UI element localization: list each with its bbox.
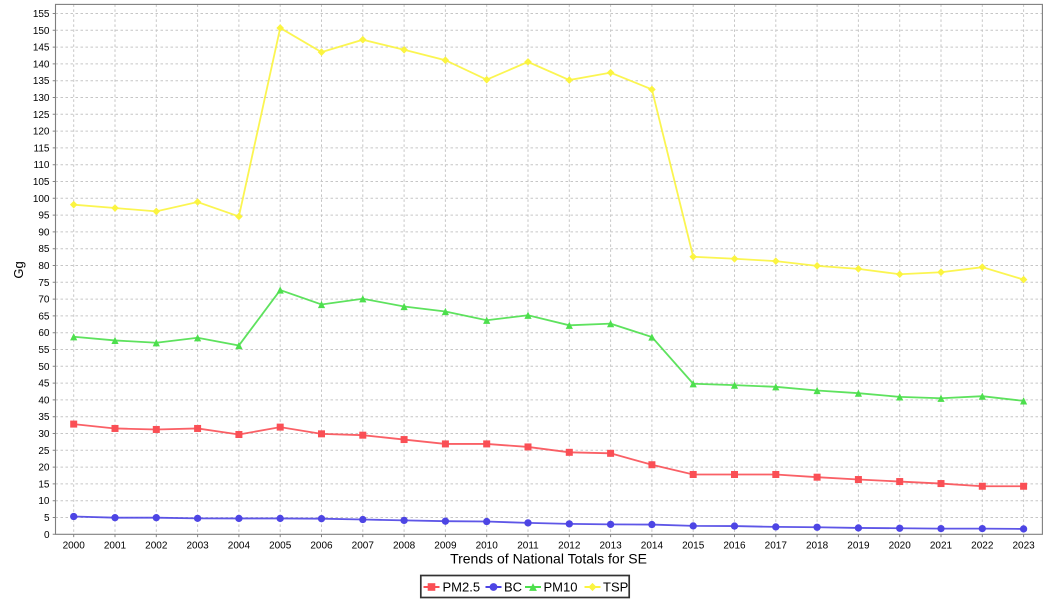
svg-text:2005: 2005 <box>269 541 292 552</box>
svg-text:30: 30 <box>38 429 50 440</box>
svg-text:0: 0 <box>44 530 50 541</box>
svg-text:2023: 2023 <box>1012 541 1035 552</box>
svg-text:80: 80 <box>38 261 50 272</box>
svg-text:2014: 2014 <box>641 541 664 552</box>
svg-text:Trends of National Totals for: Trends of National Totals for SE <box>450 551 647 567</box>
svg-text:2018: 2018 <box>806 541 829 552</box>
svg-text:95: 95 <box>38 211 50 222</box>
svg-text:125: 125 <box>33 110 50 121</box>
svg-text:2017: 2017 <box>765 541 788 552</box>
svg-text:60: 60 <box>38 328 50 339</box>
svg-text:5: 5 <box>44 513 50 524</box>
svg-text:2015: 2015 <box>682 541 705 552</box>
svg-text:PM10: PM10 <box>544 580 578 595</box>
svg-text:110: 110 <box>34 160 50 171</box>
svg-text:65: 65 <box>38 311 50 322</box>
svg-text:2010: 2010 <box>476 541 499 552</box>
svg-text:140: 140 <box>33 59 50 70</box>
svg-text:55: 55 <box>38 345 50 356</box>
svg-text:2001: 2001 <box>104 541 127 552</box>
svg-text:2008: 2008 <box>393 541 416 552</box>
svg-text:Gg: Gg <box>11 261 26 278</box>
svg-text:100: 100 <box>33 194 50 205</box>
svg-text:2016: 2016 <box>723 541 746 552</box>
svg-text:150: 150 <box>33 26 50 37</box>
svg-text:2021: 2021 <box>930 541 953 552</box>
svg-text:BC: BC <box>504 580 522 595</box>
svg-text:2011: 2011 <box>517 541 539 552</box>
svg-text:2013: 2013 <box>599 541 622 552</box>
svg-text:120: 120 <box>33 127 50 138</box>
svg-text:135: 135 <box>33 76 50 87</box>
svg-text:2020: 2020 <box>889 541 912 552</box>
svg-text:70: 70 <box>38 295 50 306</box>
svg-text:155: 155 <box>33 9 50 20</box>
svg-text:50: 50 <box>38 362 50 373</box>
svg-text:45: 45 <box>38 379 50 390</box>
svg-text:40: 40 <box>38 395 50 406</box>
svg-text:10: 10 <box>38 496 50 507</box>
svg-text:2000: 2000 <box>63 541 86 552</box>
svg-text:2022: 2022 <box>971 541 994 552</box>
svg-text:15: 15 <box>38 479 50 490</box>
svg-text:PM2.5: PM2.5 <box>443 580 481 595</box>
svg-text:25: 25 <box>38 446 50 457</box>
svg-text:TSP: TSP <box>603 580 628 595</box>
svg-text:90: 90 <box>38 227 50 238</box>
svg-text:145: 145 <box>33 43 50 54</box>
svg-text:2007: 2007 <box>352 541 375 552</box>
svg-text:2012: 2012 <box>558 541 581 552</box>
svg-text:130: 130 <box>33 93 50 104</box>
svg-text:75: 75 <box>38 278 50 289</box>
svg-text:2009: 2009 <box>434 541 457 552</box>
svg-text:115: 115 <box>34 143 50 154</box>
svg-text:2003: 2003 <box>186 541 209 552</box>
svg-text:2006: 2006 <box>310 541 333 552</box>
svg-text:2004: 2004 <box>228 541 251 552</box>
svg-text:2002: 2002 <box>145 541 168 552</box>
svg-text:20: 20 <box>38 463 50 474</box>
svg-text:85: 85 <box>38 244 50 255</box>
svg-text:2019: 2019 <box>847 541 870 552</box>
svg-text:35: 35 <box>38 412 50 423</box>
svg-text:105: 105 <box>33 177 50 188</box>
